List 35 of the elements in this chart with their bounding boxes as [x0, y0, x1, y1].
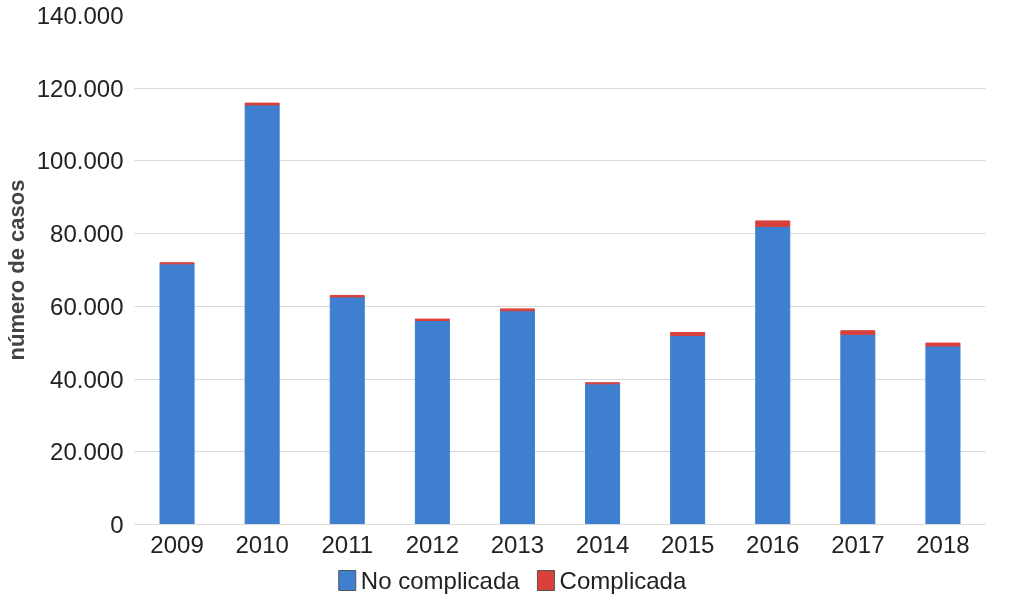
bar — [329, 296, 365, 525]
y-tick-label: 100.000 — [36, 147, 124, 175]
bar — [414, 320, 450, 525]
x-tick-label: 2012 — [405, 530, 460, 558]
x-tick-label: 2009 — [150, 530, 204, 558]
bar — [840, 330, 876, 335]
legend-label: Complicada — [559, 567, 687, 594]
bar — [670, 332, 706, 336]
y-tick-label: 60.000 — [50, 292, 124, 320]
x-tick-label: 2016 — [746, 530, 800, 558]
bar — [925, 342, 961, 347]
y-tick-label: 140.000 — [36, 2, 124, 29]
x-tick-label: 2018 — [916, 530, 970, 558]
x-tick-label: 2011 — [321, 530, 374, 558]
bar — [585, 383, 621, 525]
bar — [925, 345, 961, 525]
x-tick-label: 2010 — [235, 530, 289, 558]
y-tick-label: 120.000 — [36, 74, 124, 102]
y-tick-label: 20.000 — [50, 438, 124, 466]
x-tick-label: 2014 — [575, 530, 630, 558]
y-tick-label: 80.000 — [50, 220, 124, 248]
legend-label: No complicada — [360, 567, 521, 594]
bar — [499, 310, 535, 525]
bar — [159, 263, 195, 525]
y-tick-label: 0 — [110, 511, 124, 538]
bar — [840, 333, 876, 525]
x-tick-label: 2013 — [490, 530, 545, 558]
bar — [670, 334, 706, 525]
bar — [755, 220, 791, 227]
x-tick-label: 2015 — [660, 530, 715, 558]
bar — [244, 104, 280, 525]
y-tick-label: 40.000 — [50, 365, 124, 393]
bar — [755, 225, 791, 525]
y-axis-title: número de casos — [3, 179, 29, 361]
x-tick-label: 2017 — [831, 530, 885, 558]
